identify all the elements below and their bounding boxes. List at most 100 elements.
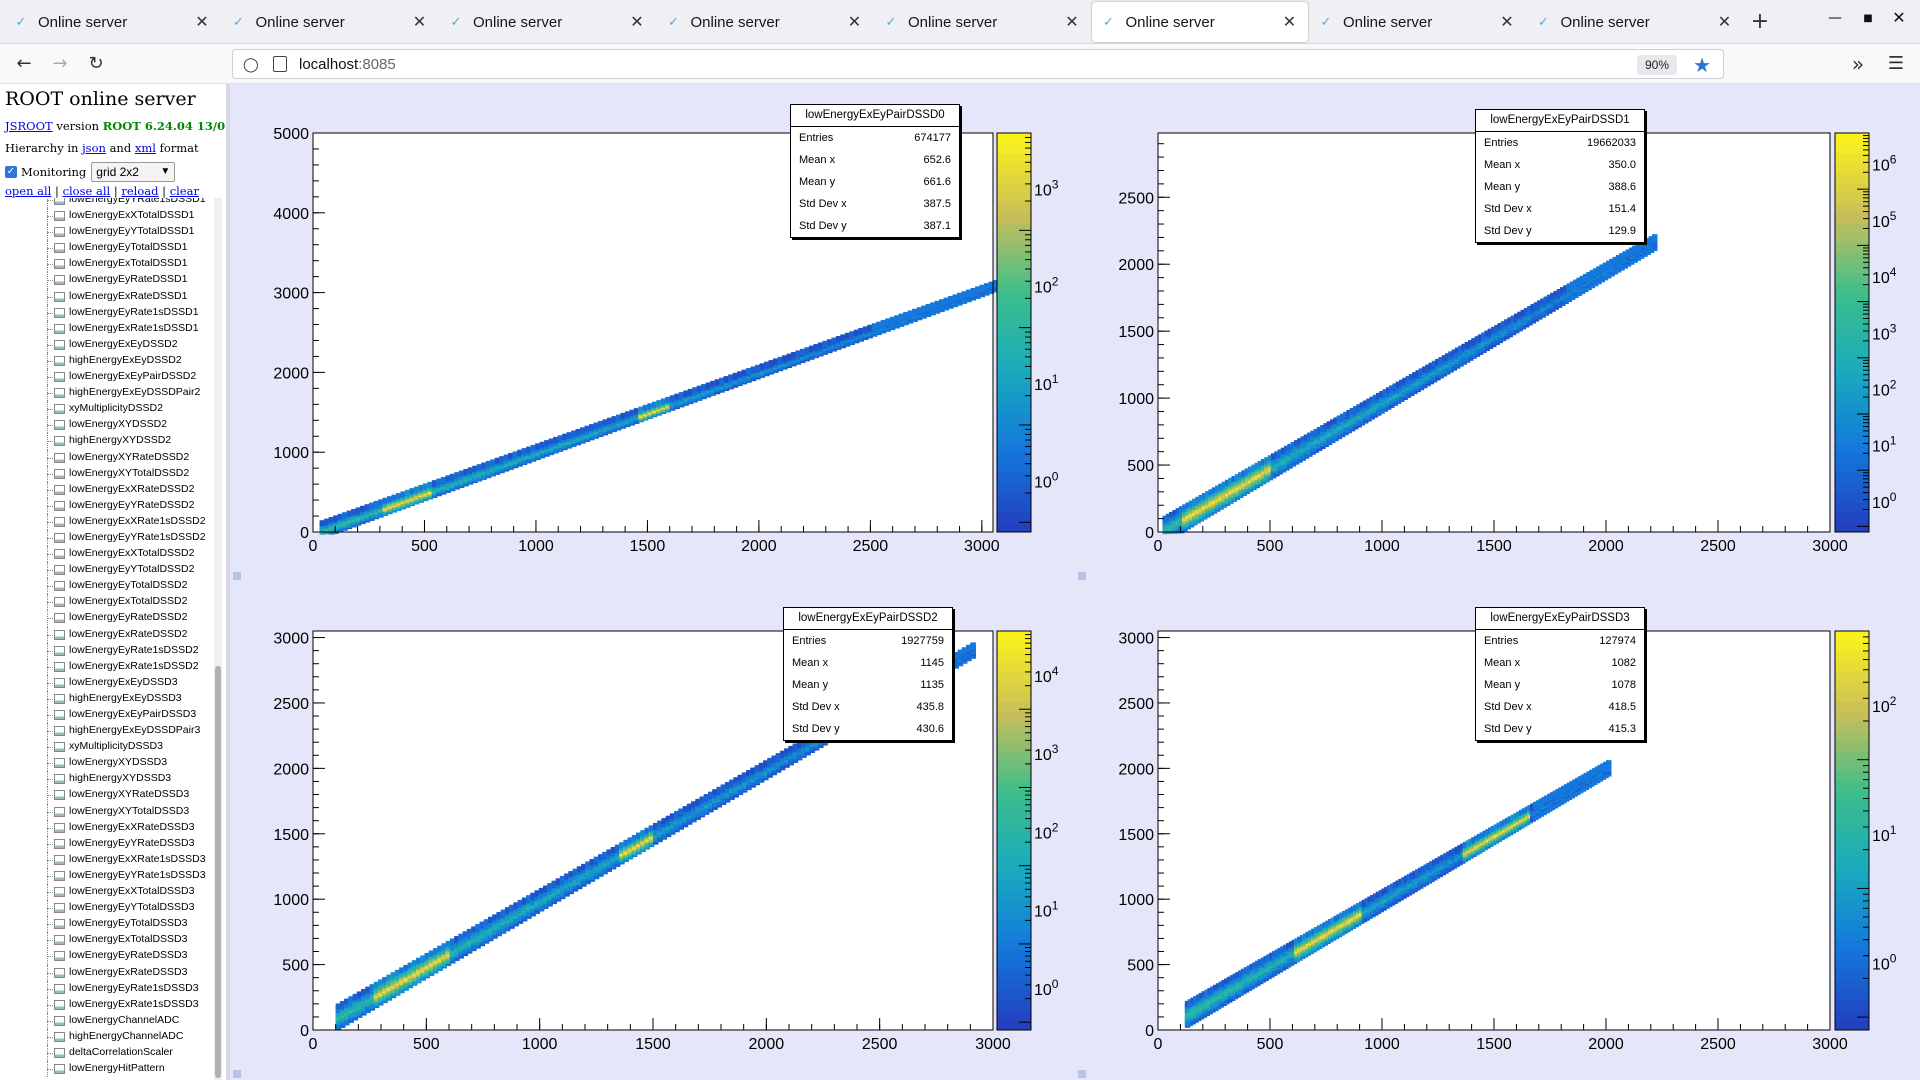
- shield-icon[interactable]: ◯: [243, 55, 259, 72]
- bookmark-star-icon[interactable]: ★: [1693, 55, 1711, 77]
- tree-item[interactable]: lowEnergyXYTotalDSSD3: [0, 803, 214, 820]
- browser-tab[interactable]: ✓ Online server ✕: [1091, 2, 1308, 42]
- tree-item[interactable]: lowEnergyHitPattern: [0, 1061, 214, 1078]
- tree-item[interactable]: lowEnergyExTotalDSSD1: [0, 256, 214, 273]
- tree-item[interactable]: highEnergyExEyDSSDPair3: [0, 723, 214, 740]
- tree-item[interactable]: lowEnergyExRateDSSD3: [0, 964, 214, 981]
- overflow-chevron-icon[interactable]: »: [1851, 52, 1865, 76]
- tree-item[interactable]: lowEnergyEyRate1sDSSD1: [0, 304, 214, 321]
- tab-close-icon[interactable]: ✕: [847, 14, 862, 31]
- tab-close-icon[interactable]: ✕: [1717, 14, 1732, 31]
- tree-item[interactable]: lowEnergyEyYTotalDSSD2: [0, 562, 214, 579]
- browser-tab[interactable]: ✓ Online server ✕: [4, 2, 220, 42]
- tab-close-icon[interactable]: ✕: [1282, 14, 1297, 31]
- tree-item[interactable]: lowEnergyEyYRate1sDSSD2: [0, 529, 214, 547]
- zoom-level-badge[interactable]: 90%: [1636, 55, 1677, 75]
- tree-item[interactable]: lowEnergyExXRate1sDSSD2: [0, 513, 214, 530]
- histogram-pad[interactable]: 0 500 1000 1500 2000 2500 3000 0 1000 2000 3000 400…: [230, 84, 1075, 582]
- tree-item[interactable]: lowEnergyEyTotalDSSD2: [0, 578, 214, 595]
- tree-item[interactable]: lowEnergyEyYTotalDSSD3: [0, 900, 214, 917]
- back-arrow-icon[interactable]: ←: [16, 53, 32, 74]
- tree-item[interactable]: lowEnergyEyYTotalDSSD1: [0, 224, 214, 241]
- heatmap-plot[interactable]: 0 500 1000 1500 2000 2500 30000500100015002000…: [1075, 84, 1920, 582]
- tree-item[interactable]: highEnergyXYDSSD3: [0, 771, 214, 788]
- tree-item[interactable]: lowEnergyExRateDSSD1: [0, 288, 214, 305]
- close-all-link[interactable]: close all: [62, 184, 111, 198]
- minimize-icon[interactable]: —: [1828, 10, 1842, 26]
- json-link[interactable]: json: [82, 141, 106, 155]
- tree-item[interactable]: lowEnergyEyYRate1sDSSD1: [0, 198, 214, 209]
- clear-link[interactable]: clear: [169, 184, 199, 198]
- tree-item[interactable]: lowEnergyEyTotalDSSD1: [0, 240, 214, 257]
- window-close-icon[interactable]: ✕: [1892, 8, 1906, 27]
- monitoring-checkbox[interactable]: ✓: [5, 166, 17, 178]
- pad-resize-handle[interactable]: [1078, 572, 1086, 580]
- pad-resize-handle[interactable]: [233, 572, 241, 580]
- tree-item[interactable]: lowEnergyEyRate1sDSSD3: [0, 980, 214, 997]
- browser-tab[interactable]: ✓ Online server ✕: [1309, 2, 1525, 42]
- tree-item[interactable]: lowEnergyExEyDSSD3: [0, 674, 214, 691]
- new-tab-button[interactable]: +: [1750, 9, 1770, 34]
- tree-item[interactable]: lowEnergyEyRateDSSD3: [0, 948, 214, 965]
- layout-select[interactable]: grid 2x2 ▼: [91, 162, 176, 182]
- reload-icon[interactable]: ↻: [88, 53, 104, 74]
- tree-item[interactable]: lowEnergyExTotalDSSD3: [0, 932, 214, 949]
- tree-item[interactable]: xyMultiplicityDSSD2: [0, 401, 214, 418]
- tree-item[interactable]: lowEnergyEyRateDSSD1: [0, 272, 214, 289]
- tree-item[interactable]: lowEnergyExRate1sDSSD1: [0, 320, 214, 337]
- scrollbar-thumb[interactable]: [215, 666, 221, 1078]
- browser-tab[interactable]: ✓ Online server ✕: [874, 2, 1090, 42]
- tab-close-icon[interactable]: ✕: [195, 14, 209, 31]
- tab-close-icon[interactable]: ✕: [412, 14, 427, 31]
- tree-item[interactable]: lowEnergyExXTotalDSSD2: [0, 546, 214, 563]
- tree-item[interactable]: lowEnergyXYDSSD2: [0, 417, 214, 434]
- histogram-pad[interactable]: 0 500 1000 1500 2000 2500 3000 0 500 1000 1500 2000…: [230, 582, 1075, 1080]
- histogram-pad[interactable]: 0 500 1000 1500 2000 2500 3000 0 500 1000 1500 2000…: [1075, 84, 1920, 582]
- tree-item[interactable]: lowEnergyExXTotalDSSD1: [0, 208, 214, 225]
- tree-item[interactable]: lowEnergyExEyPairDSSD2: [0, 369, 214, 386]
- tree-item[interactable]: lowEnergyEyYRateDSSD3: [0, 835, 214, 852]
- tree-item[interactable]: lowEnergyExRate1sDSSD3: [0, 996, 214, 1013]
- stats-box[interactable]: lowEnergyExEyPairDSSD1 Entries 19662033 Mea…: [1475, 109, 1645, 243]
- tree-item[interactable]: lowEnergyExXRate1sDSSD3: [0, 851, 214, 868]
- tree-item[interactable]: lowEnergyEyYRate1sDSSD3: [0, 867, 214, 885]
- stats-box[interactable]: lowEnergyExEyPairDSSD0 Entries 674177 Mean …: [790, 104, 960, 238]
- reload-link[interactable]: reload: [121, 184, 159, 198]
- browser-tab[interactable]: ✓ Online server ✕: [1527, 2, 1743, 42]
- menu-hamburger-icon[interactable]: ☰: [1887, 53, 1905, 74]
- tab-close-icon[interactable]: ✕: [630, 14, 644, 31]
- tree-item[interactable]: lowEnergyExEyPairDSSD3: [0, 707, 214, 724]
- tree-item[interactable]: lowEnergyChannelADC: [0, 1012, 214, 1029]
- tab-close-icon[interactable]: ✕: [1065, 14, 1079, 31]
- tab-close-icon[interactable]: ✕: [1500, 14, 1514, 31]
- tree-item[interactable]: lowEnergyExRateDSSD2: [0, 626, 214, 643]
- tree-item[interactable]: lowEnergyXYTotalDSSD2: [0, 465, 214, 482]
- tree-item[interactable]: lowEnergyExXRateDSSD2: [0, 481, 214, 498]
- tree-item[interactable]: lowEnergyExXTotalDSSD3: [0, 884, 214, 901]
- panel-divider[interactable]: [226, 84, 230, 1080]
- maximize-icon[interactable]: ■: [1863, 13, 1873, 24]
- tree-item[interactable]: highEnergyExEyDSSDPair2: [0, 385, 214, 402]
- tree-item[interactable]: deltaCorrelationScaler: [0, 1044, 214, 1062]
- tree-item[interactable]: lowEnergyXYRateDSSD2: [0, 449, 214, 466]
- browser-tab[interactable]: ✓ Online server ✕: [439, 2, 655, 42]
- tree-item[interactable]: highEnergyExEyDSSD2: [0, 352, 214, 370]
- tree-item[interactable]: highEnergyExEyDSSD3: [0, 690, 214, 707]
- tree-item[interactable]: lowEnergyExEyDSSD2: [0, 336, 214, 353]
- tree-scrollbar[interactable]: [214, 198, 222, 1080]
- tree-item[interactable]: xyMultiplicityDSSD3: [0, 739, 214, 756]
- forward-arrow-icon[interactable]: →: [52, 53, 68, 74]
- open-all-link[interactable]: open all: [5, 184, 52, 198]
- tree-item[interactable]: lowEnergyExTotalDSSD2: [0, 594, 214, 611]
- tree-item[interactable]: lowEnergyEyYRateDSSD2: [0, 497, 214, 514]
- tree-item[interactable]: lowEnergyXYDSSD3: [0, 755, 214, 772]
- tree-item[interactable]: highEnergyChannelADC: [0, 1028, 214, 1045]
- browser-tab[interactable]: ✓ Online server ✕: [222, 2, 438, 42]
- url-text[interactable]: localhost:8085: [299, 55, 396, 73]
- tree-item[interactable]: highEnergyXYDSSD2: [0, 433, 214, 450]
- tree-item[interactable]: lowEnergyExXRateDSSD3: [0, 819, 214, 836]
- address-bar[interactable]: ◯ localhost:8085 90% ★: [232, 49, 1724, 79]
- tree-item[interactable]: lowEnergyXYRateDSSD3: [0, 787, 214, 804]
